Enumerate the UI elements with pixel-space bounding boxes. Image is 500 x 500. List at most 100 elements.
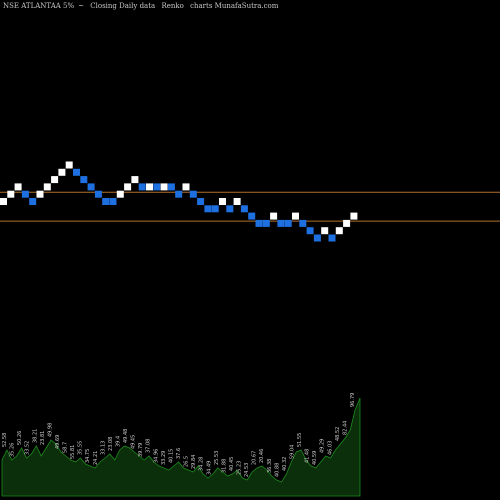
volume-value-label: 20.67: [252, 451, 258, 465]
volume-value-label: 20.46: [259, 449, 265, 463]
renko-brick-up: [321, 227, 329, 235]
volume-value-label: 24.21: [93, 451, 99, 465]
renko-brick-up: [233, 198, 241, 205]
renko-brick-up: [43, 183, 51, 191]
volume-value-label: 59.04: [289, 445, 295, 459]
volume-value-label: 23.08: [108, 437, 114, 451]
volume-value-label: 58.7: [63, 442, 69, 453]
renko-brick-up: [116, 190, 124, 198]
volume-value-label: 41.48: [305, 449, 311, 463]
volume-value-label: 34.49: [206, 461, 212, 475]
volume-value-label: 23.81: [40, 431, 46, 445]
renko-brick-down: [138, 183, 146, 191]
volume-value-label: 40.59: [312, 451, 318, 465]
renko-brick-up: [124, 183, 132, 191]
renko-brick-down: [262, 219, 270, 227]
renko-brick-down: [255, 219, 263, 227]
renko-brick-down: [284, 219, 292, 227]
volume-value-label: 40.15: [168, 449, 174, 463]
renko-brick-up: [65, 161, 73, 169]
volume-value-label: 37.6: [176, 448, 182, 459]
renko-brick-down: [73, 168, 80, 176]
renko-brick-down: [21, 190, 29, 198]
chart-header: NSE ATLANTAA 5% ~ Closing Daily data Renk…: [3, 2, 282, 10]
source-credit: charts MunafaSutra.com: [190, 2, 279, 10]
volume-value-label: 33.29: [161, 451, 167, 465]
renko-brick-up: [58, 168, 66, 176]
volume-value-label: 40.32: [282, 457, 288, 471]
renko-brick-down: [204, 205, 212, 213]
renko-brick-down: [175, 190, 183, 198]
volume-value-label: 82.44: [342, 421, 348, 435]
renko-bricks: [0, 161, 358, 242]
renko-brick-down: [226, 205, 234, 213]
renko-brick-down: [167, 183, 175, 191]
renko-brick-up: [182, 183, 190, 191]
renko-brick-down: [248, 212, 256, 220]
renko-brick-up: [335, 227, 343, 235]
volume-value-label: 39.79: [138, 443, 144, 457]
renko-brick-down: [94, 190, 102, 198]
volume-value-label: 24.53: [244, 463, 250, 477]
volume-value-label: 31.88: [221, 459, 227, 473]
volume-value-label: 50.26: [17, 431, 23, 445]
renko-brick-up: [350, 212, 358, 220]
volume-value-label: 29.84: [191, 455, 197, 469]
renko-brick-down: [153, 183, 161, 191]
volume-value-label: 40.88: [274, 463, 280, 477]
volume-value-label: 55.81: [70, 445, 76, 459]
volume-value-label: 39.4: [115, 436, 121, 447]
volume-value-label: 34.96: [153, 449, 159, 463]
renko-brick-down: [87, 183, 95, 191]
volume-value-label: 51.55: [297, 433, 303, 447]
volume-value-label: 49.48: [123, 429, 129, 443]
volume-value-label: 49.69: [55, 435, 61, 449]
volume-value-label: 49.29: [320, 439, 326, 453]
renko-brick-up: [270, 212, 278, 220]
volume-value-label: 35.26: [10, 443, 16, 457]
chart-description: Closing Daily data: [90, 2, 156, 10]
volume-value-label: 35.55: [78, 441, 84, 455]
volume-value-label: 38.21: [32, 429, 38, 443]
renko-brick-down: [240, 205, 248, 213]
volume-value-label: 36.38: [267, 459, 273, 473]
renko-brick-up: [292, 212, 299, 220]
volume-value-label: 96.79: [350, 393, 356, 407]
symbol-label: NSE ATLANTAA 5%: [3, 2, 75, 10]
reference-lines: [0, 191, 500, 222]
separator-text: ~: [78, 2, 85, 10]
renko-brick-up: [36, 190, 44, 198]
renko-brick-down: [29, 198, 37, 205]
volume-value-label: 49.45: [131, 435, 137, 449]
volume-value-label: 37.08: [146, 439, 152, 453]
renko-brick-down: [109, 198, 117, 205]
volume-value-label: 34.28: [199, 457, 205, 471]
volume-value-label: 25.23: [237, 461, 243, 475]
renko-brick-down: [189, 190, 197, 198]
volume-value-label: 25.53: [214, 451, 220, 465]
renko-brick-up: [131, 176, 139, 184]
volume-value-label: 34.75: [85, 449, 91, 463]
volume-area: [1, 397, 361, 497]
volume-value-label: 52.58: [2, 433, 8, 447]
volume-area-path: [1, 397, 361, 497]
renko-brick-up: [219, 198, 226, 205]
renko-brick-down: [277, 219, 285, 227]
volume-value-label: 46.03: [327, 441, 333, 455]
volume-value-label: 48.52: [335, 427, 341, 441]
volume-value-label: 26.5: [184, 456, 190, 467]
renko-brick-down: [299, 219, 307, 227]
volume-value-label: 33.52: [25, 441, 31, 455]
renko-brick-down: [306, 227, 314, 235]
renko-brick-down: [197, 198, 205, 205]
renko-brick-down: [211, 205, 219, 213]
renko-brick-up: [160, 183, 168, 191]
renko-brick-down: [102, 198, 110, 205]
renko-brick-down: [80, 176, 88, 184]
renko-brick-down: [328, 234, 336, 242]
volume-value-label: 49.98: [47, 423, 53, 437]
renko-brick-up: [0, 198, 7, 205]
